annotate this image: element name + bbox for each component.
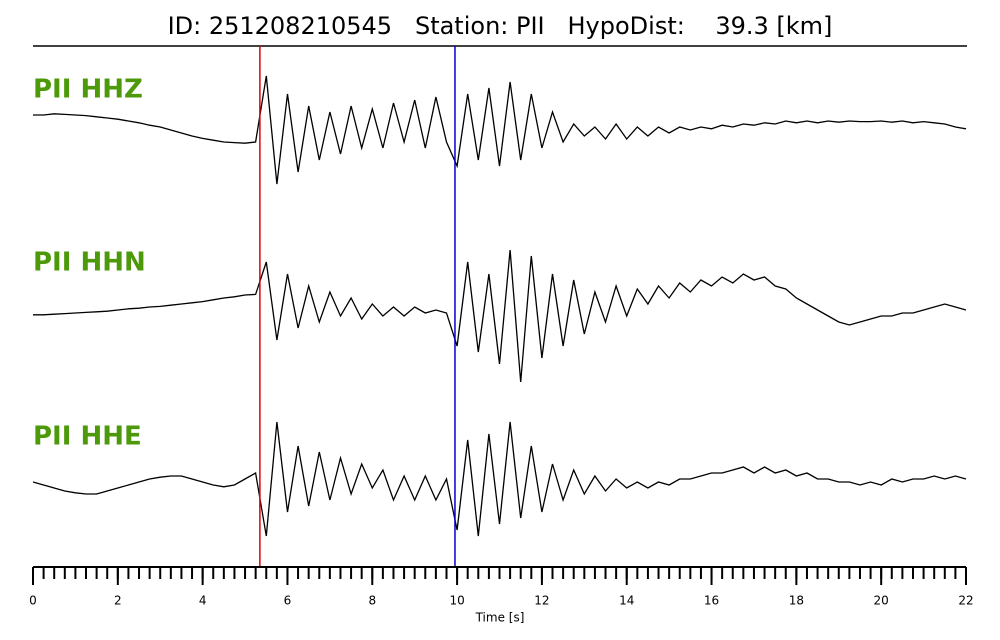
waveform [32,421,967,537]
waveform [33,75,967,185]
x-tick-label: 14 [619,594,634,608]
x-tick-label: 6 [284,594,292,608]
trace-label: PII HHZ [33,75,143,105]
trace-label: PII HHN [33,248,146,278]
x-tick-label: 22 [958,594,973,608]
x-tick-label: 20 [874,594,889,608]
x-axis-label: Time [s] [475,611,525,625]
x-tick-label: 18 [789,594,804,608]
x-tick-label: 16 [704,594,719,608]
x-tick-label: 0 [29,594,37,608]
x-tick-label: 8 [368,594,376,608]
x-tick-label: 12 [534,594,549,608]
waveform [33,249,967,383]
trace-label: PII HHE [33,422,142,452]
x-tick-label: 4 [199,594,207,608]
x-tick-label: 2 [114,594,122,608]
x-tick-label: 10 [449,594,464,608]
chart-title: ID: 251208210545 Station: PII HypoDist: … [168,12,833,40]
